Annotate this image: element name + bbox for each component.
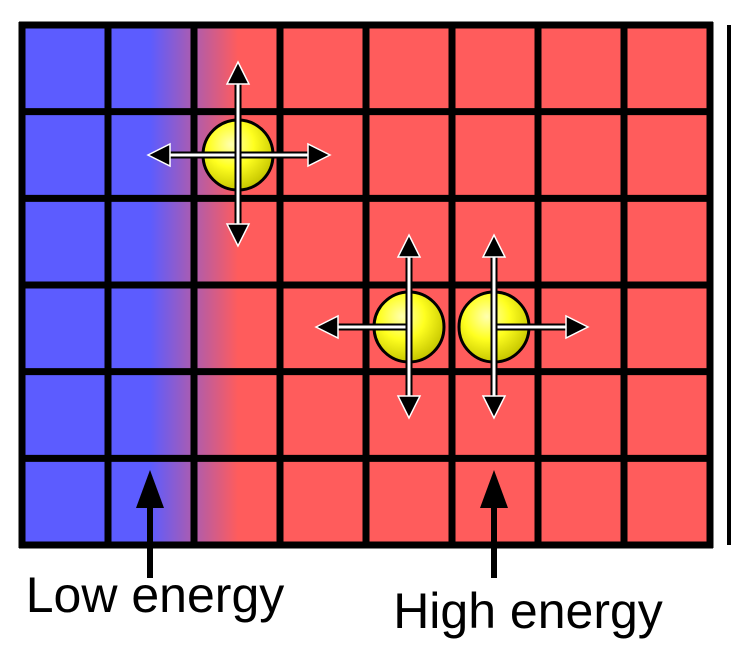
high-energy-label: High energy: [393, 583, 663, 639]
low-energy-label: Low energy: [26, 567, 285, 623]
diagram: Low energy High energy: [0, 0, 733, 659]
